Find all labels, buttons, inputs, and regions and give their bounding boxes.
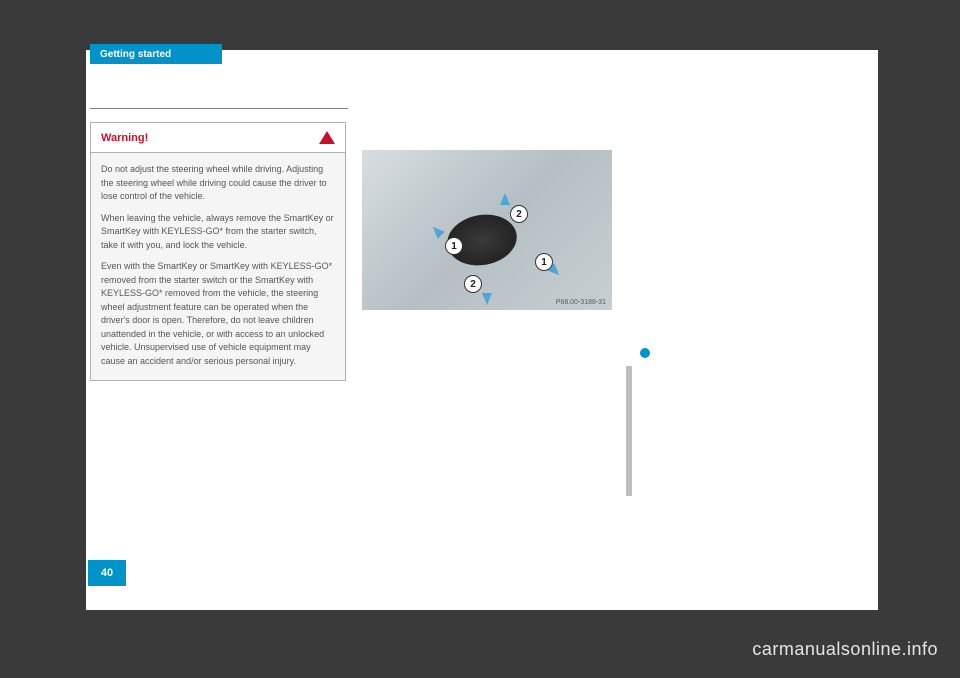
warning-box: Warning! Do not adjust the steering whee… bbox=[90, 122, 346, 381]
warning-triangle-icon bbox=[319, 131, 335, 144]
page-number-box: 40 bbox=[88, 560, 126, 586]
warning-header: Warning! bbox=[91, 123, 345, 153]
warning-paragraph: Even with the SmartKey or SmartKey with … bbox=[101, 260, 335, 368]
gray-sidebar-marker bbox=[626, 366, 632, 496]
page-number: 40 bbox=[101, 567, 113, 579]
watermark-text: carmanualsonline.info bbox=[752, 639, 938, 660]
figure-reference-label: P68.00-3188-31 bbox=[556, 299, 606, 306]
arrow-down-icon bbox=[482, 293, 492, 305]
warning-title: Warning! bbox=[101, 132, 148, 144]
horizontal-rule bbox=[90, 108, 348, 109]
warning-paragraph: When leaving the vehicle, always remove … bbox=[101, 212, 335, 253]
arrow-diag-icon bbox=[429, 223, 445, 239]
callout-2: 2 bbox=[464, 275, 482, 293]
callout-1: 1 bbox=[535, 253, 553, 271]
section-header-bar: Getting started bbox=[90, 44, 222, 64]
callout-1: 1 bbox=[445, 237, 463, 255]
arrow-up-icon bbox=[500, 193, 510, 205]
steering-graphic: 1 2 1 2 bbox=[392, 175, 562, 295]
warning-paragraph: Do not adjust the steering wheel while d… bbox=[101, 163, 335, 204]
steering-wheel-figure: 1 2 1 2 P68.00-3188-31 bbox=[362, 150, 612, 310]
section-header-title: Getting started bbox=[100, 49, 171, 60]
callout-2: 2 bbox=[510, 205, 528, 223]
bullet-dot-icon bbox=[640, 348, 650, 358]
figure-inner: 1 2 1 2 P68.00-3188-31 bbox=[362, 150, 612, 310]
warning-body: Do not adjust the steering wheel while d… bbox=[91, 153, 345, 380]
